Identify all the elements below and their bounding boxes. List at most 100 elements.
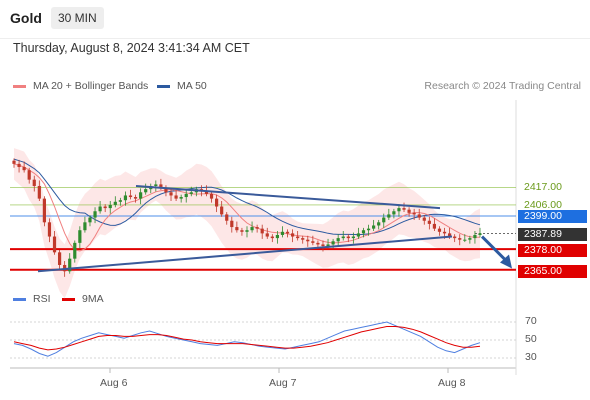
candle-body xyxy=(255,227,259,229)
candle-body xyxy=(412,212,416,215)
candle-body xyxy=(250,227,254,231)
rsi-ma9-line xyxy=(13,326,481,351)
candle-body xyxy=(437,228,442,232)
candle-body xyxy=(240,230,244,232)
candle-body xyxy=(144,189,148,193)
candle-body xyxy=(189,192,193,194)
candle-body xyxy=(442,231,447,234)
ma9-label: 9MA xyxy=(82,293,104,305)
candle-body xyxy=(164,187,168,193)
ma50-swatch xyxy=(157,84,170,88)
candle-body xyxy=(341,236,345,239)
credit-text: Research © 2024 Trading Central xyxy=(424,80,581,92)
ma20-swatch xyxy=(13,84,26,88)
candle-body xyxy=(402,208,406,210)
current-price-label: 2387.89 xyxy=(518,228,587,241)
candle-body xyxy=(432,223,437,229)
candle-body xyxy=(407,209,411,213)
datetime-text: Thursday, August 8, 2024 3:41:34 AM CET xyxy=(13,41,250,55)
candle-body xyxy=(73,242,77,259)
candle-body xyxy=(174,195,178,199)
candle-body xyxy=(270,236,274,239)
candle-body xyxy=(311,241,315,243)
candle-body xyxy=(230,220,234,228)
candle-body xyxy=(458,238,462,240)
candle-body xyxy=(417,214,421,218)
candle-body xyxy=(123,195,128,201)
candle-body xyxy=(204,190,209,194)
candle-body xyxy=(351,236,355,239)
candle-body xyxy=(225,214,229,221)
candle-body xyxy=(32,179,36,186)
rsi-swatch xyxy=(13,297,26,301)
legend-9ma: 9MA xyxy=(62,293,104,305)
candle-body xyxy=(306,239,310,242)
candle-body xyxy=(93,211,97,218)
level-2365-label: 2365.00 xyxy=(518,265,587,278)
candle-body xyxy=(331,241,335,245)
candle-body xyxy=(361,230,366,234)
candle-body xyxy=(139,192,143,199)
candle-body xyxy=(366,228,371,231)
candle-body xyxy=(316,242,320,245)
rsi-tick-70: 70 xyxy=(525,315,537,327)
candle-body xyxy=(265,233,269,237)
candle-body xyxy=(387,214,391,218)
candle-body xyxy=(296,236,300,239)
candle-body xyxy=(83,222,87,231)
rsi-tick-50: 50 xyxy=(525,333,537,345)
candle-body xyxy=(78,230,82,243)
candle-body xyxy=(37,185,41,199)
candle-body xyxy=(118,200,122,202)
candle-body xyxy=(468,238,472,240)
top-bar: Gold 30 MIN xyxy=(0,0,590,39)
level-2399-label: 2399.00 xyxy=(518,210,587,223)
candle-body xyxy=(22,167,26,171)
candle-body xyxy=(154,184,158,186)
candle-body xyxy=(422,217,426,221)
candle-body xyxy=(159,184,163,188)
candle-body xyxy=(235,227,239,231)
candle-body xyxy=(42,198,46,223)
ma50-label: MA 50 xyxy=(177,80,207,92)
timeframe-badge[interactable]: 30 MIN xyxy=(51,7,104,29)
candle-body xyxy=(290,233,295,237)
x-tick-aug8: Aug 8 xyxy=(438,377,466,389)
candle-body xyxy=(133,197,138,199)
candle-body xyxy=(52,236,57,253)
level-2378-label: 2378.00 xyxy=(518,244,587,257)
instrument-title: Gold xyxy=(10,10,42,26)
x-tick-aug6: Aug 6 xyxy=(100,377,128,389)
rsi-tick-30: 30 xyxy=(525,351,537,363)
candle-body xyxy=(215,198,219,207)
x-tick-aug7: Aug 7 xyxy=(269,377,297,389)
candle-body xyxy=(453,236,457,239)
legend-ma50: MA 50 xyxy=(157,80,207,92)
candle-body xyxy=(321,244,325,247)
candle-body xyxy=(463,239,467,241)
forecast-arrow-head xyxy=(500,254,512,269)
candle-body xyxy=(108,204,112,209)
candle-body xyxy=(47,222,52,237)
candle-body xyxy=(103,206,107,209)
ma9-swatch xyxy=(62,297,75,301)
candle-body xyxy=(473,234,477,239)
candle-body xyxy=(346,236,350,239)
level-2406-label: 2406.00 xyxy=(524,199,562,211)
candle-body xyxy=(169,192,173,196)
candle-body xyxy=(113,201,117,205)
candle-body xyxy=(285,231,290,234)
rsi-label: RSI xyxy=(33,293,51,305)
candle-body xyxy=(427,220,431,224)
ma50-line xyxy=(13,158,481,236)
legend-ma20: MA 20 + Bollinger Bands xyxy=(13,80,148,92)
legend-rsi: RSI xyxy=(13,293,51,305)
candle-body xyxy=(478,233,482,235)
candle-body xyxy=(275,234,279,239)
candle-body xyxy=(392,211,396,215)
ma20-line xyxy=(13,163,480,252)
candle-body xyxy=(220,206,224,215)
candle-body xyxy=(128,195,133,198)
